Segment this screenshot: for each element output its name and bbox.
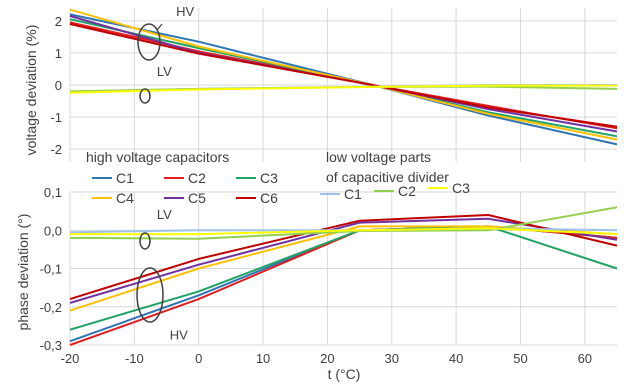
x-axis-title: t (°C) [328,366,361,382]
phase-y-tick-label: 0,1 [44,185,62,200]
phase-y-tick-label: -0,2 [40,300,62,315]
hv-group-ellipse-voltage [137,23,161,61]
hv-legend-label-c2: C2 [188,170,206,186]
voltage-y-tick-label: -2 [50,142,62,157]
x-tick-label: 10 [256,351,270,366]
voltage-y-tick-label: 1 [55,46,62,61]
lv-legend-title-line2: of capacitive divider [326,169,449,185]
phase-y-tick-label: 0,0 [44,223,62,238]
lv-legend-label-c2: C2 [398,183,416,199]
hv-legend-label-c4: C4 [116,190,134,206]
hv-legend-title: high voltage capacitors [86,149,229,165]
lv-legend-label-c1: C1 [344,186,362,202]
voltage-deviation-axis-title: voltage deviation (%) [23,25,39,156]
x-tick-label: 50 [513,351,527,366]
phase-y-tick-label: -0,3 [40,338,62,353]
lv-legend-title-line1: low voltage parts [326,149,431,165]
phase-deviation-chart: 0,1 0,0 -0,1 -0,2 -0,3-20 -10 0 10 20 30 40 50 60 LV H… [40,185,618,366]
hv-legend-label-c1: C1 [116,170,134,186]
voltage-series-lv-c3-line [69,84,617,94]
phase-series-hv-c6-line [69,214,618,301]
phase-annotation-lv: LV [157,207,172,222]
lv-group-ellipse-phase [139,232,151,250]
x-tick-label: 60 [578,351,592,366]
lv-group-ellipse-voltage [139,88,151,104]
hv-group-pointer-voltage [156,23,163,31]
voltage-series-hv-c6-line [69,23,618,128]
phase-series-hv-c2-line [69,225,618,346]
phase-y-tick-label: -0,1 [40,262,62,277]
x-tick-label: 40 [449,351,463,366]
hv-group-ellipse-phase [136,267,164,323]
voltage-y-tick-label: -1 [50,110,62,125]
x-tick-label: -20 [61,351,80,366]
x-tick-label: -10 [125,351,144,366]
hv-legend-label-c6: C6 [260,190,278,206]
voltage-deviation-chart: 2 1 0 -1 -2 HV LV [50,4,618,162]
x-tick-label: 20 [320,351,334,366]
voltage-annotation-hv: HV [176,4,194,19]
legend: C1 C2 C3 C4 C5 C6 C1 C2 C3 [92,170,470,206]
phase-deviation-axis-title: phase deviation (°) [15,214,31,331]
phase-series-lv-c3-line [70,227,618,236]
hv-legend-label-c3: C3 [260,170,278,186]
x-tick-label: 30 [385,351,399,366]
voltage-y-tick-label: 2 [55,14,62,29]
hv-legend-label-c5: C5 [188,190,206,206]
voltage-y-tick-label: 0 [55,78,62,93]
lv-legend-label-c3: C3 [452,180,470,196]
x-tick-label: 0 [195,351,202,366]
voltage-annotation-lv: LV [157,64,172,79]
phase-annotation-hv: HV [170,327,188,342]
